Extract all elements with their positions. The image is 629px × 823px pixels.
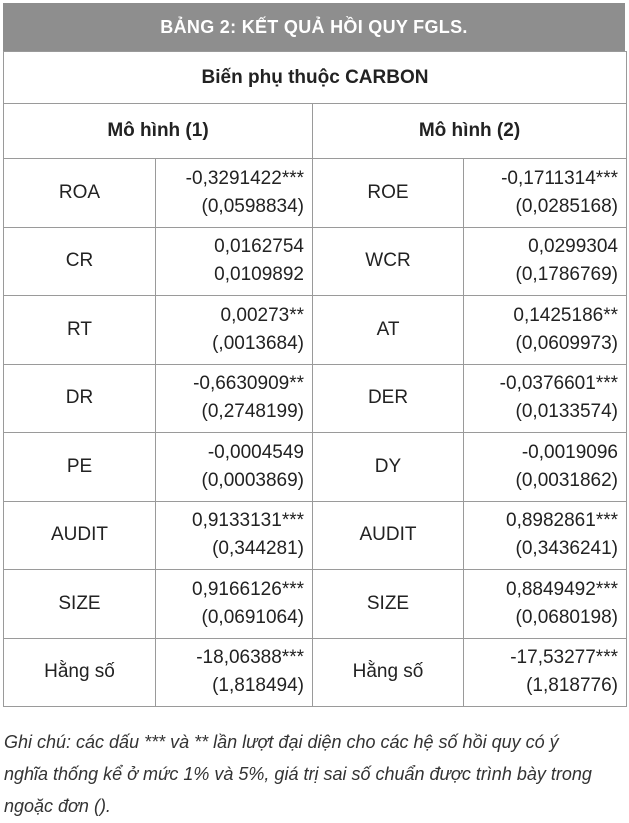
model-header: Mô hình (1) [3, 103, 313, 159]
coefficient-cell: -0,1711314*** (0,0285168) [463, 158, 627, 228]
variable-name: RT [3, 295, 156, 365]
coefficient-cell: 0,0299304 (0,1786769) [463, 226, 627, 296]
variable-name: AT [312, 295, 464, 365]
coefficient: 0,00273** [220, 304, 304, 326]
variable-name: DY [312, 432, 464, 502]
coefficient: -0,3291422*** [185, 167, 304, 189]
standard-error: (1,818494) [212, 675, 304, 697]
variable-name: AUDIT [3, 500, 156, 570]
coefficient: -0,0004549 [207, 441, 304, 463]
coefficient: -0,0019096 [521, 441, 618, 463]
coefficient: -18,06388*** [196, 647, 304, 669]
variable-name: ROA [3, 158, 156, 228]
coefficient: 0,1425186** [513, 304, 618, 326]
table-row: AUDIT 0,9133131*** (0,344281) AUDIT 0,898286… [3, 500, 627, 570]
variable-name: CR [3, 226, 156, 296]
standard-error: (0,0680198) [515, 606, 618, 628]
coefficient: -0,0376601*** [499, 373, 618, 395]
coefficient-cell: 0,00273** (,0013684) [155, 295, 313, 365]
standard-error: (0,0031862) [515, 469, 618, 491]
standard-error: (0,3436241) [515, 538, 618, 560]
table-row: ROA -0,3291422*** (0,0598834) ROE -0,1711314… [3, 158, 627, 228]
coefficient: -0,1711314*** [501, 167, 618, 189]
standard-error: (0,0285168) [515, 195, 618, 217]
standard-error: (0,0609973) [515, 332, 618, 354]
table-row: SIZE 0,9166126*** (0,0691064) SIZE 0,8849492… [3, 569, 627, 639]
coefficient: 0,9166126*** [192, 578, 304, 600]
dependent-variable: Biến phụ thuộc CARBON [3, 51, 627, 104]
standard-error: (,0013684) [212, 332, 304, 354]
coefficient: 0,0299304 [528, 236, 618, 258]
coefficient-cell: -17,53277*** (1,818776) [463, 637, 627, 707]
coefficient-cell: -0,0019096 (0,0031862) [463, 432, 627, 502]
variable-name: Hằng số [312, 637, 464, 707]
note: Ghi chú: các dấu *** và ** lần lượt đại … [4, 732, 592, 816]
coefficient: 0,0162754 [214, 236, 304, 258]
coefficient-cell: 0,8849492*** (0,0680198) [463, 569, 627, 639]
variable-name: DR [3, 363, 156, 433]
coefficient-cell: 0,9166126*** (0,0691064) [155, 569, 313, 639]
model-header: Mô hình (2) [312, 103, 627, 159]
coefficient: 0,9133131*** [192, 510, 304, 532]
variable-name: Hằng số [3, 637, 156, 707]
table-row: PE -0,0004549 (0,0003869) DY -0,0019096 (0,00… [3, 432, 627, 502]
coefficient: 0,8982861*** [506, 510, 618, 532]
table-row: DR -0,6630909** (0,2748199) DER -0,0376601**… [3, 363, 627, 433]
standard-error: (0,0598834) [201, 195, 304, 217]
variable-name: WCR [312, 226, 464, 296]
coefficient-cell: -0,6630909** (0,2748199) [155, 363, 313, 433]
standard-error: (0,2748199) [201, 401, 304, 423]
variable-name: SIZE [312, 569, 464, 639]
standard-error: (1,818776) [526, 675, 618, 697]
coefficient: -0,6630909** [193, 373, 304, 395]
coefficient-cell: -0,0376601*** (0,0133574) [463, 363, 627, 433]
standard-error: (0,344281) [212, 538, 304, 560]
table-title: BẢNG 2: KẾT QUẢ HỒI QUY FGLS. [3, 3, 625, 51]
standard-error: (0,1786769) [515, 264, 618, 286]
coefficient: 0,8849492*** [506, 578, 618, 600]
variable-name: ROE [312, 158, 464, 228]
results-table: Biến phụ thuộc CARBON Mô hình (1) Mô hìn… [3, 51, 627, 707]
variable-name: PE [3, 432, 156, 502]
coefficient-cell: 0,1425186** (0,0609973) [463, 295, 627, 365]
table-row: CR 0,0162754 0,0109892 WCR 0,0299304 (0,17867… [3, 226, 627, 296]
coefficient: -17,53277*** [510, 647, 618, 669]
standard-error: (0,0003869) [201, 469, 304, 491]
standard-error: (0,0691064) [201, 606, 304, 628]
coefficient-cell: -18,06388*** (1,818494) [155, 637, 313, 707]
variable-name: AUDIT [312, 500, 464, 570]
coefficient-cell: -0,3291422*** (0,0598834) [155, 158, 313, 228]
coefficient-cell: 0,9133131*** (0,344281) [155, 500, 313, 570]
variable-name: DER [312, 363, 464, 433]
standard-error: (0,0133574) [515, 401, 618, 423]
table-row: Hằng số -18,06388*** (1,818494) Hằng số -17,… [3, 637, 627, 707]
coefficient-cell: 0,0162754 0,0109892 [155, 226, 313, 296]
table-row: RT 0,00273** (,0013684) AT 0,1425186** (0,060… [3, 295, 627, 365]
coefficient-cell: 0,8982861*** (0,3436241) [463, 500, 627, 570]
standard-error: 0,0109892 [214, 264, 304, 286]
coefficient-cell: -0,0004549 (0,0003869) [155, 432, 313, 502]
variable-name: SIZE [3, 569, 156, 639]
